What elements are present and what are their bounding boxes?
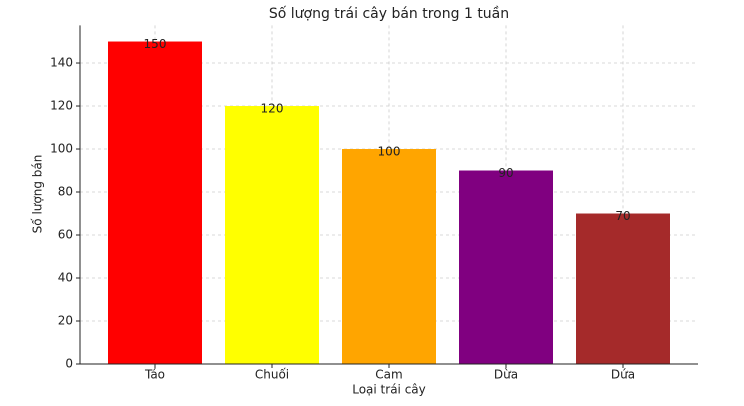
bar	[225, 106, 319, 365]
x-tick-label: Cam	[375, 368, 402, 382]
y-axis-label: Số lượng bán	[31, 155, 45, 234]
y-tick-label: 40	[58, 271, 73, 285]
y-tick-label: 80	[58, 185, 73, 199]
bar	[576, 213, 670, 364]
value-label: 90	[498, 166, 513, 180]
y-tick-label: 0	[65, 357, 73, 371]
y-tick-label: 100	[50, 142, 73, 156]
bar	[342, 149, 436, 364]
y-tick-label: 120	[50, 99, 73, 113]
value-label: 100	[378, 145, 401, 159]
y-tick-label: 140	[50, 56, 73, 70]
bar	[459, 170, 553, 364]
value-label: 120	[261, 102, 284, 116]
x-tick-label: Táo	[144, 368, 165, 382]
bar	[108, 41, 202, 365]
x-tick-label: Dứa	[611, 368, 635, 382]
x-tick-label: Dừa	[494, 368, 518, 382]
chart-title: Số lượng trái cây bán trong 1 tuần	[269, 5, 509, 22]
y-tick-label: 20	[58, 314, 73, 328]
y-tick-label: 60	[58, 228, 73, 242]
value-label: 150	[144, 37, 167, 51]
value-label: 70	[615, 209, 630, 223]
x-axis-label: Loại trái cây	[352, 383, 426, 397]
x-tick-label: Chuối	[255, 368, 289, 382]
